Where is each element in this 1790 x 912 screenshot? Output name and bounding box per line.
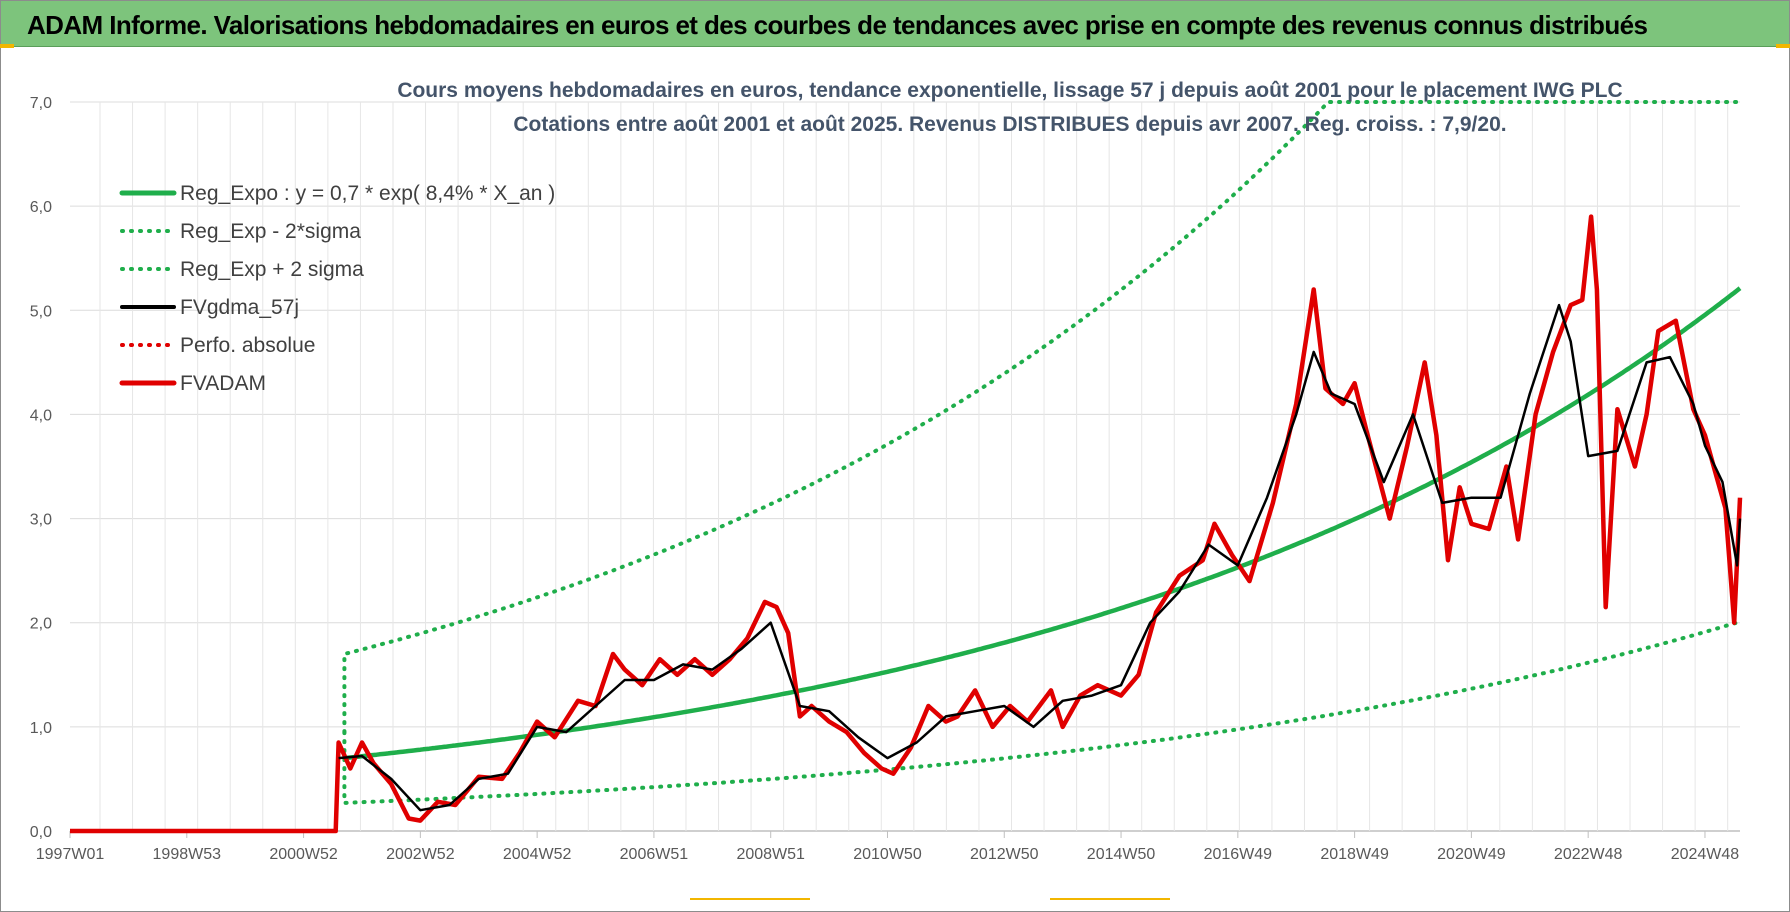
x-tick-label: 2006W51: [620, 846, 689, 863]
y-axis-ticks: 0,0 1,0 2,0 3,0 4,0 5,0 6,0 7,0: [30, 95, 52, 841]
legend-label: Perfo. absolue: [180, 334, 315, 357]
page-title: ADAM Informe. Valorisations hebdomadaire…: [27, 10, 1648, 40]
chart-title: Cours moyens hebdomadaires en euros, ten…: [397, 79, 1622, 102]
x-tick-label: 2002W52: [386, 846, 455, 863]
legend-label: FVgdma_57j: [180, 296, 299, 319]
x-tick-label: 2024W48: [1671, 846, 1740, 863]
x-tick-label: 1997W01: [36, 846, 105, 863]
series-line: [338, 303, 1742, 812]
x-tick-label: 2020W49: [1437, 846, 1506, 863]
grid-lines: [70, 101, 1740, 832]
legend-label: Reg_Exp + 2 sigma: [180, 258, 364, 281]
x-tick-label: 2004W52: [503, 846, 572, 863]
chart-subtitle: Cotations entre août 2001 et août 2025. …: [513, 113, 1506, 136]
y-tick-label: 3,0: [30, 512, 52, 529]
x-tick-label: 1998W53: [153, 846, 222, 863]
x-tick-label: 2008W51: [736, 846, 805, 863]
x-tick-label: 2012W50: [970, 846, 1039, 863]
y-tick-label: 1,0: [30, 720, 52, 737]
series-line: [342, 619, 1742, 805]
selection-handle: [1050, 898, 1170, 900]
y-tick-label: 5,0: [30, 303, 52, 320]
x-tick-label: 2016W49: [1204, 846, 1273, 863]
plot-area: [70, 100, 1743, 834]
x-tick-label: 2014W50: [1087, 846, 1156, 863]
x-tick-label: 2000W52: [269, 846, 338, 863]
legend-label: Reg_Exp - 2*sigma: [180, 220, 361, 243]
legend-label: Reg_Expo : y = 0,7 * exp( 8,4% * X_an ): [180, 182, 555, 205]
y-tick-label: 7,0: [30, 95, 52, 112]
x-axis-ticks: 1997W01 1998W53 2000W52 2002W52 2004W52 2006W…: [36, 831, 1740, 863]
corner-marker: [0, 44, 14, 48]
series-line: [70, 214, 1743, 834]
y-tick-label: 4,0: [30, 407, 52, 424]
y-tick-label: 6,0: [30, 199, 52, 216]
series-line: [344, 286, 1742, 761]
legend-label: FVADAM: [180, 372, 266, 395]
y-tick-label: 0,0: [30, 824, 52, 841]
legend: Reg_Expo : y = 0,7 * exp( 8,4% * X_an ) R…: [119, 182, 555, 395]
header-bar: ADAM Informe. Valorisations hebdomadaire…: [1, 1, 1789, 47]
x-tick-label: 2018W49: [1320, 846, 1389, 863]
x-tick-label: 2022W48: [1554, 846, 1623, 863]
x-tick-label: 2010W50: [853, 846, 922, 863]
selection-handle: [690, 898, 810, 900]
y-tick-label: 2,0: [30, 616, 52, 633]
corner-marker: [1776, 44, 1790, 48]
